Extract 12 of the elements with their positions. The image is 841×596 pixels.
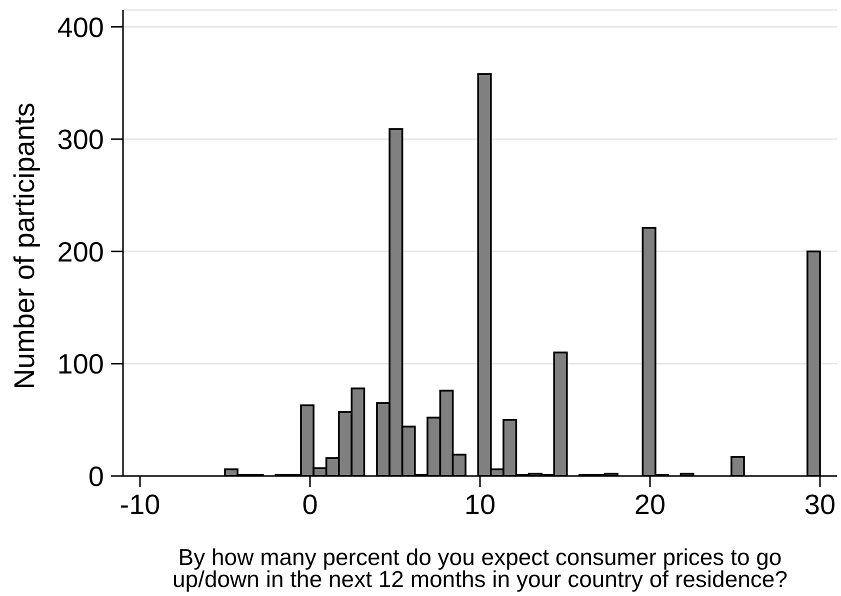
- x-tick-label: -10: [120, 488, 160, 520]
- y-tick-label: 400: [57, 12, 104, 43]
- x-axis-title: By how many percent do you expect consumer prices to go up/down in the next 12 months in your country of residence?: [172, 544, 788, 592]
- y-tick-label: 100: [57, 348, 104, 380]
- y-tick-label: 200: [57, 236, 104, 268]
- y-tick-label: 0: [88, 460, 104, 492]
- x-tick-label: 30: [804, 488, 836, 520]
- x-tick-label: 0: [302, 488, 318, 520]
- x-tick-label: 10: [464, 488, 496, 520]
- y-axis-title: Number of participants: [9, 102, 41, 390]
- x-tick-label: 20: [634, 488, 666, 520]
- y-tick-label: 300: [57, 124, 104, 156]
